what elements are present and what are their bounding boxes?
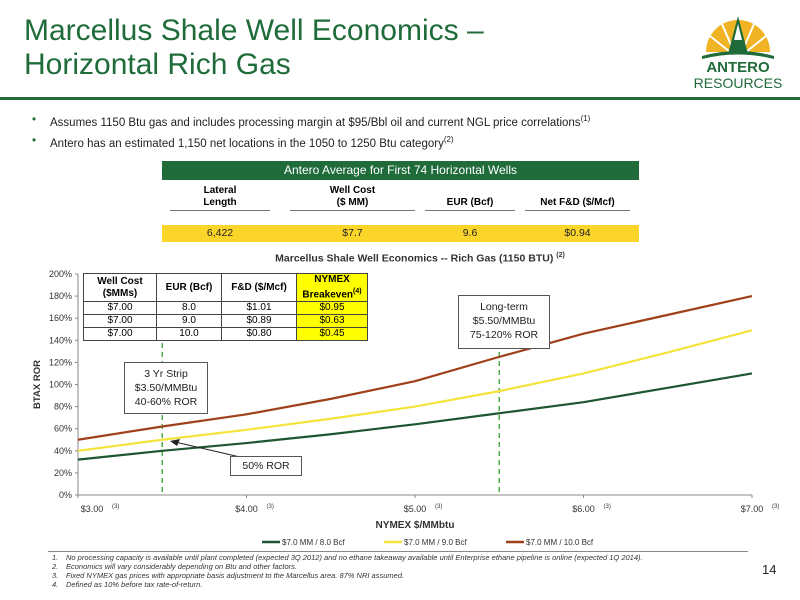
average-header-lateral: Lateral Length <box>170 185 270 211</box>
series-line-2 <box>77 329 753 452</box>
inner-header-breakeven: NYMEX Breakeven(4) <box>296 272 368 303</box>
average-value-fd: $0.94 <box>564 227 591 239</box>
average-value-cost: $7.7 <box>342 227 363 239</box>
economics-table: Well Cost ($MMs) EUR (Bcf) F&D ($/Mcf) N… <box>83 272 368 342</box>
x-axis-label: NYMEX $/MMbtu <box>376 520 455 531</box>
slide-title: Marcellus Shale Well Economics – Horizon… <box>24 14 624 82</box>
x-tick-label: $5.00 <box>404 504 427 514</box>
y-tick-label: 40% <box>54 446 72 456</box>
y-tick-label: 60% <box>54 424 72 434</box>
average-value-eur: 9.6 <box>462 227 478 239</box>
y-axis-label: BTAX ROR <box>32 360 43 409</box>
inner-header-eur: EUR (Bcf) <box>156 272 222 303</box>
table-row: $7.00 8.0 $1.01 $0.95 <box>83 301 368 316</box>
average-value-lateral: 6,422 <box>206 227 234 239</box>
sun-derrick-icon <box>702 16 774 59</box>
bullet-item: Antero has an estimated 1,150 net locati… <box>30 135 590 150</box>
y-tick-label: 0% <box>59 490 72 500</box>
y-tick-label: 200% <box>49 269 72 279</box>
average-header-cost: Well Cost ($ MM) <box>290 185 415 211</box>
inner-header-fd: F&D ($/Mcf) <box>221 272 297 303</box>
footnote-divider <box>48 551 748 552</box>
chart-title: Marcellus Shale Well Economics -- Rich G… <box>275 252 565 265</box>
x-tick-label: $7.00 <box>741 504 764 514</box>
legend-label-2: $7.0 MM / 9.0 Bcf <box>404 538 467 547</box>
title-line-2: Horizontal Rich Gas <box>24 48 291 81</box>
legend-label-3: $7.0 MM / 10.0 Bcf <box>526 538 594 547</box>
table-row: $7.00 10.0 $0.80 $0.45 <box>83 327 368 342</box>
inner-header-cost: Well Cost ($MMs) <box>83 272 157 303</box>
callout-arrow-line <box>174 441 241 458</box>
bullet-item: Assumes 1150 Btu gas and includes proces… <box>30 114 590 129</box>
average-values-row: 6,422 $7.7 9.6 $0.94 <box>162 225 639 242</box>
average-table-title: Antero Average for First 74 Horizontal W… <box>162 161 639 180</box>
y-tick-label: 160% <box>49 313 72 323</box>
x-tick-footnote: (3) <box>112 504 119 510</box>
page-number: 14 <box>762 562 777 577</box>
y-tick-label: 100% <box>49 380 72 390</box>
y-tick-label: 20% <box>54 468 72 478</box>
series-line-1 <box>77 372 753 461</box>
ror-line-chart: 0% 20% 40% 60% 80% 100% 120% 140% 160% 180% 200% $3… <box>32 269 779 547</box>
title-divider <box>0 97 800 100</box>
y-tick-label: 180% <box>49 291 72 301</box>
x-tick-footnote: (3) <box>435 504 442 510</box>
average-header-eur: EUR (Bcf) <box>425 185 515 211</box>
legend-label-1: $7.0 MM / 8.0 Bcf <box>282 538 345 547</box>
footnote-item: 3. Fixed NYMEX gas prices with appropriat… <box>52 571 405 580</box>
footnote-item: 2. Economics will vary considerably depen… <box>52 562 297 571</box>
x-tick-footnote: (3) <box>267 504 274 510</box>
y-tick-label: 120% <box>49 357 72 367</box>
callout-3yr-strip: 3 Yr Strip $3.50/MMBtu 40-60% ROR <box>124 362 208 414</box>
x-tick-footnote: (3) <box>604 504 611 510</box>
logo-line-2: RESOURCES <box>694 75 783 91</box>
logo-line-1: ANTERO <box>706 59 770 76</box>
callout-arrowhead <box>170 439 180 446</box>
x-tick-footnote: (3) <box>772 504 779 510</box>
table-row: $7.00 9.0 $0.89 $0.63 <box>83 314 368 329</box>
callout-long-term: Long-term $5.50/MMBtu 75-120% ROR <box>458 295 550 349</box>
y-tick-label: 80% <box>54 402 72 412</box>
x-tick-label: $6.00 <box>572 504 595 514</box>
title-line-1: Marcellus Shale Well Economics – <box>24 14 484 47</box>
footnote-item: 1. No processing capacity is available un… <box>52 553 643 562</box>
footnotes: 1. No processing capacity is available un… <box>52 553 643 589</box>
average-header-fd: Net F&D ($/Mcf) <box>525 185 630 211</box>
x-tick-label: $3.00 <box>81 504 104 514</box>
callout-50-ror: 50% ROR <box>230 456 302 476</box>
antero-logo: ANTERO RESOURCES <box>694 16 783 91</box>
x-tick-label: $4.00 <box>235 504 258 514</box>
y-tick-label: 140% <box>49 335 72 345</box>
footnote-item: 4. Defined as 10% before tax rate-of-retu… <box>52 580 203 589</box>
bullet-list: Assumes 1150 Btu gas and includes proces… <box>30 114 590 156</box>
series-line-3 <box>77 295 753 441</box>
